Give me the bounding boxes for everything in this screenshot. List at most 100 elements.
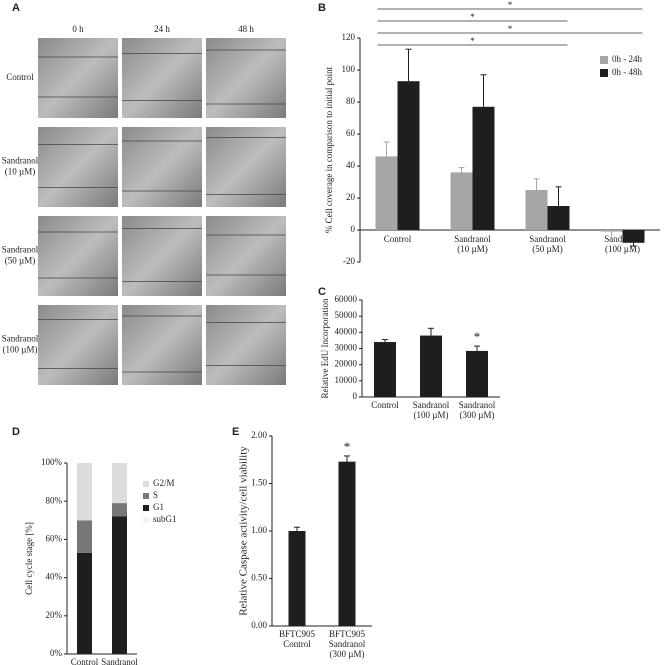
x-tick-label: Control (371, 400, 399, 410)
y-axis-title: Cell cycle stage [%] (24, 522, 34, 595)
significance-star: * (470, 12, 475, 22)
row-label: (100 µM) (3, 345, 38, 355)
bar (472, 106, 495, 230)
legend-label: 0h - 24h (612, 54, 642, 64)
bar (600, 230, 623, 232)
bar (420, 335, 442, 397)
significance-star: * (474, 329, 481, 344)
y-tick-label: 40% (46, 572, 63, 582)
y-tick-label: 0 (353, 391, 358, 401)
row-label: Sandranol (2, 334, 39, 344)
bar-segment (77, 520, 92, 553)
x-tick-label: Sandranol (459, 400, 496, 410)
row-label: Sandranol (2, 156, 39, 166)
bar-segment (112, 516, 127, 654)
column-label: 24 h (154, 24, 170, 34)
x-tick-label: (50 µM) (532, 244, 562, 254)
y-tick-label: 80% (46, 495, 63, 505)
y-tick-label: -20 (343, 256, 355, 266)
y-tick-label: 0 (351, 224, 356, 234)
x-tick-label: Control (283, 639, 311, 649)
y-tick-label: 20000 (335, 359, 358, 369)
micrograph (38, 38, 118, 118)
bar-segment (112, 463, 127, 504)
significance-star: * (344, 439, 351, 454)
legend-swatch (143, 481, 149, 487)
micrograph (206, 216, 286, 296)
row-label: Sandranol (2, 245, 39, 255)
y-tick-label: 40 (346, 160, 356, 170)
x-tick-label: Sandranol (101, 657, 138, 665)
bar (525, 190, 548, 230)
x-tick-label: (300 µM) (460, 410, 495, 420)
bar (374, 342, 396, 397)
x-tick-label: Control (71, 657, 99, 665)
legend-label: S (153, 490, 158, 500)
significance-star: * (508, 0, 513, 10)
y-tick-label: 0.50 (251, 573, 267, 583)
x-tick-label: (100 µM) (605, 244, 640, 254)
row-label: (50 µM) (5, 256, 35, 266)
panel-label: C (318, 286, 326, 298)
y-tick-label: 50000 (335, 310, 358, 320)
micrograph (38, 127, 118, 207)
y-tick-label: 1.00 (251, 525, 267, 535)
legend-label: subG1 (153, 514, 177, 524)
micrograph (122, 305, 202, 385)
row-label: (10 µM) (5, 167, 35, 177)
y-axis-title: Relative EdU Incorporation (320, 298, 330, 398)
x-tick-label: (100 µM) (414, 410, 449, 420)
bar (397, 81, 420, 230)
column-label: 0 h (72, 24, 84, 34)
y-tick-label: 80 (346, 96, 356, 106)
x-tick-label: Sandranol (454, 234, 491, 244)
x-tick-label: Sandranol (413, 400, 450, 410)
y-tick-label: 10000 (335, 375, 358, 385)
y-tick-label: 1.50 (251, 478, 267, 488)
micrograph (206, 305, 286, 385)
bar-segment (77, 463, 92, 521)
y-tick-label: 120 (342, 32, 356, 42)
y-axis-title: Relative Caspase activity/cell viability (238, 446, 250, 616)
y-tick-label: 60% (46, 533, 63, 543)
y-tick-label: 2.00 (251, 430, 267, 440)
y-tick-label: 100% (41, 457, 63, 467)
bar (375, 156, 398, 230)
legend-label: G2/M (153, 478, 175, 488)
micrograph (206, 127, 286, 207)
x-tick-label: Control (384, 234, 412, 244)
legend-swatch (143, 517, 149, 523)
legend-swatch (143, 505, 149, 511)
panel-label: D (12, 426, 20, 438)
legend-swatch (600, 56, 608, 64)
bar-segment (112, 503, 127, 517)
micrograph (122, 38, 202, 118)
legend-label: 0h - 48h (612, 67, 642, 77)
y-axis-title: % Cell coverage in comparison to initial… (324, 66, 334, 233)
y-tick-label: 60 (346, 128, 356, 138)
micrograph (38, 216, 118, 296)
micrograph (122, 216, 202, 296)
y-tick-label: 0.00 (251, 620, 267, 630)
y-tick-label: 40000 (335, 326, 358, 336)
micrograph (206, 38, 286, 118)
panel-label: E (232, 426, 239, 438)
bar (622, 230, 645, 243)
y-tick-label: 60000 (335, 294, 358, 304)
micrograph (122, 127, 202, 207)
bar (450, 172, 473, 230)
legend-swatch (600, 69, 608, 77)
row-label: Control (6, 72, 34, 82)
x-tick-label: BFTC905 (329, 629, 366, 639)
significance-star: * (508, 24, 513, 34)
y-tick-label: 0% (50, 648, 63, 658)
bar (466, 350, 488, 397)
legend-swatch (143, 493, 149, 499)
y-tick-label: 20 (346, 192, 356, 202)
bar-segment (77, 552, 92, 654)
panel-label: B (318, 2, 326, 14)
x-tick-label: (300 µM) (330, 649, 365, 659)
column-label: 48 h (238, 24, 254, 34)
micrograph (38, 305, 118, 385)
